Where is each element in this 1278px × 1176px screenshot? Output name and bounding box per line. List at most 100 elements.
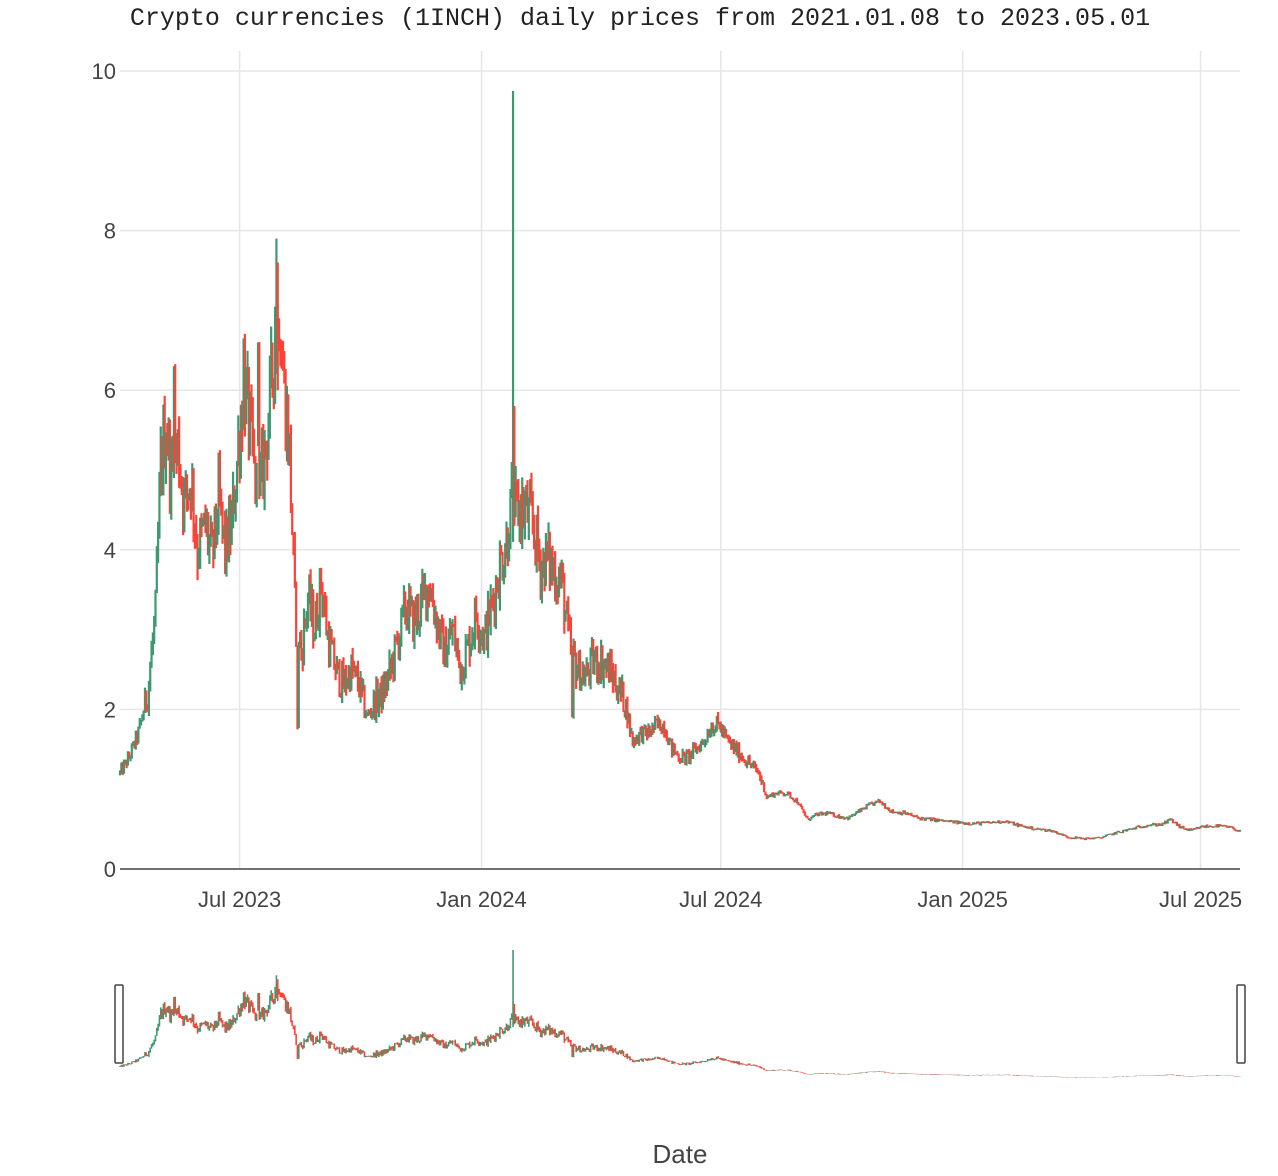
candle-body [149, 667, 151, 683]
candle-body [473, 637, 475, 639]
candle-body [513, 406, 515, 502]
candle-body [563, 578, 565, 622]
candle-body [448, 638, 450, 653]
candle-body [282, 365, 284, 370]
candle-body [446, 652, 448, 667]
candle-body [466, 642, 468, 645]
candle-body [926, 817, 928, 819]
candle-body [341, 666, 343, 695]
candle-body [221, 503, 224, 528]
candle-body [127, 754, 129, 766]
range-slider-left-handle[interactable] [114, 984, 124, 1064]
candle-body [380, 682, 383, 707]
candle-body [1219, 824, 1221, 826]
candle-body [500, 551, 502, 555]
candle-body [864, 808, 866, 810]
candle-body [763, 782, 765, 792]
candle-body [225, 518, 228, 562]
candle-body [1077, 837, 1079, 839]
candle-body [1146, 825, 1148, 827]
candle-body [572, 643, 575, 714]
candle-body [316, 604, 318, 628]
candle-body [451, 625, 454, 635]
candle-body [1127, 829, 1129, 831]
candle-body [846, 817, 848, 819]
range-slider[interactable] [119, 950, 1241, 1079]
candle-body [342, 666, 345, 689]
candle-body [829, 812, 831, 814]
candle-body [1039, 829, 1041, 831]
candle-body [219, 469, 221, 501]
candle-body [793, 799, 795, 802]
candle-body [987, 821, 989, 823]
candle-body [783, 793, 785, 796]
candle-body [1190, 829, 1192, 831]
candle-body [395, 637, 397, 639]
candle-body [575, 655, 577, 681]
candle-body [470, 644, 472, 657]
candle-body [716, 716, 718, 728]
candle-body [185, 477, 187, 489]
candle-body [496, 581, 498, 591]
candle-body [153, 619, 155, 639]
candle-body [1055, 831, 1057, 833]
candle-body [590, 650, 592, 680]
candle-body [820, 812, 822, 814]
candle-body [296, 653, 299, 726]
candle-body [852, 814, 855, 816]
candle-body [1201, 825, 1203, 827]
candle-body [566, 605, 568, 614]
candle-body [417, 602, 420, 625]
candle-body [356, 666, 358, 671]
candle-body [1209, 826, 1211, 828]
candle-body [281, 363, 283, 366]
candle-body [475, 603, 477, 619]
candle-body [801, 806, 803, 810]
candle-body [1114, 832, 1116, 834]
candle-body [129, 756, 132, 758]
candle-body [189, 490, 191, 499]
candle-body [856, 811, 859, 813]
candle-body [601, 649, 604, 679]
candle-body [754, 763, 756, 766]
candle-body [888, 808, 890, 811]
candle-body [1069, 837, 1072, 839]
range-slider-right-handle[interactable] [1236, 984, 1246, 1064]
candle-body [804, 812, 806, 816]
candle-body [175, 447, 178, 454]
candle-body [150, 649, 153, 668]
candle-body [739, 756, 742, 760]
candle-body [1026, 826, 1028, 829]
candle-body [286, 406, 288, 447]
candle-body [529, 491, 531, 502]
candle-body [967, 823, 969, 825]
candle-body [507, 532, 509, 558]
candle-body [524, 502, 526, 522]
candle-body [909, 813, 911, 815]
candle-body [969, 824, 972, 826]
candle-body [1105, 835, 1107, 837]
candle-body [977, 822, 980, 824]
candle-body [388, 659, 391, 674]
candle-body [604, 662, 606, 667]
candle-body [152, 638, 154, 650]
y-gridlines [120, 70, 1240, 711]
candle-body [654, 719, 656, 729]
candle-body [1186, 829, 1189, 831]
candle-body [729, 739, 731, 742]
candle-body [626, 700, 629, 724]
candle-body [279, 343, 281, 364]
candle-body [862, 808, 864, 810]
candle-body [662, 724, 664, 734]
candle-body [591, 647, 593, 651]
candle-body [361, 677, 363, 689]
y-tick-labels: 0 2 4 6 8 10 [92, 59, 116, 882]
candle-body [1075, 836, 1077, 839]
candle-body [1084, 838, 1086, 840]
candle-body [1029, 826, 1031, 829]
candle-body [541, 567, 543, 590]
candle-body [802, 809, 805, 813]
candle-body [423, 581, 425, 587]
candle-body [1167, 819, 1169, 824]
candle-body [825, 812, 827, 815]
